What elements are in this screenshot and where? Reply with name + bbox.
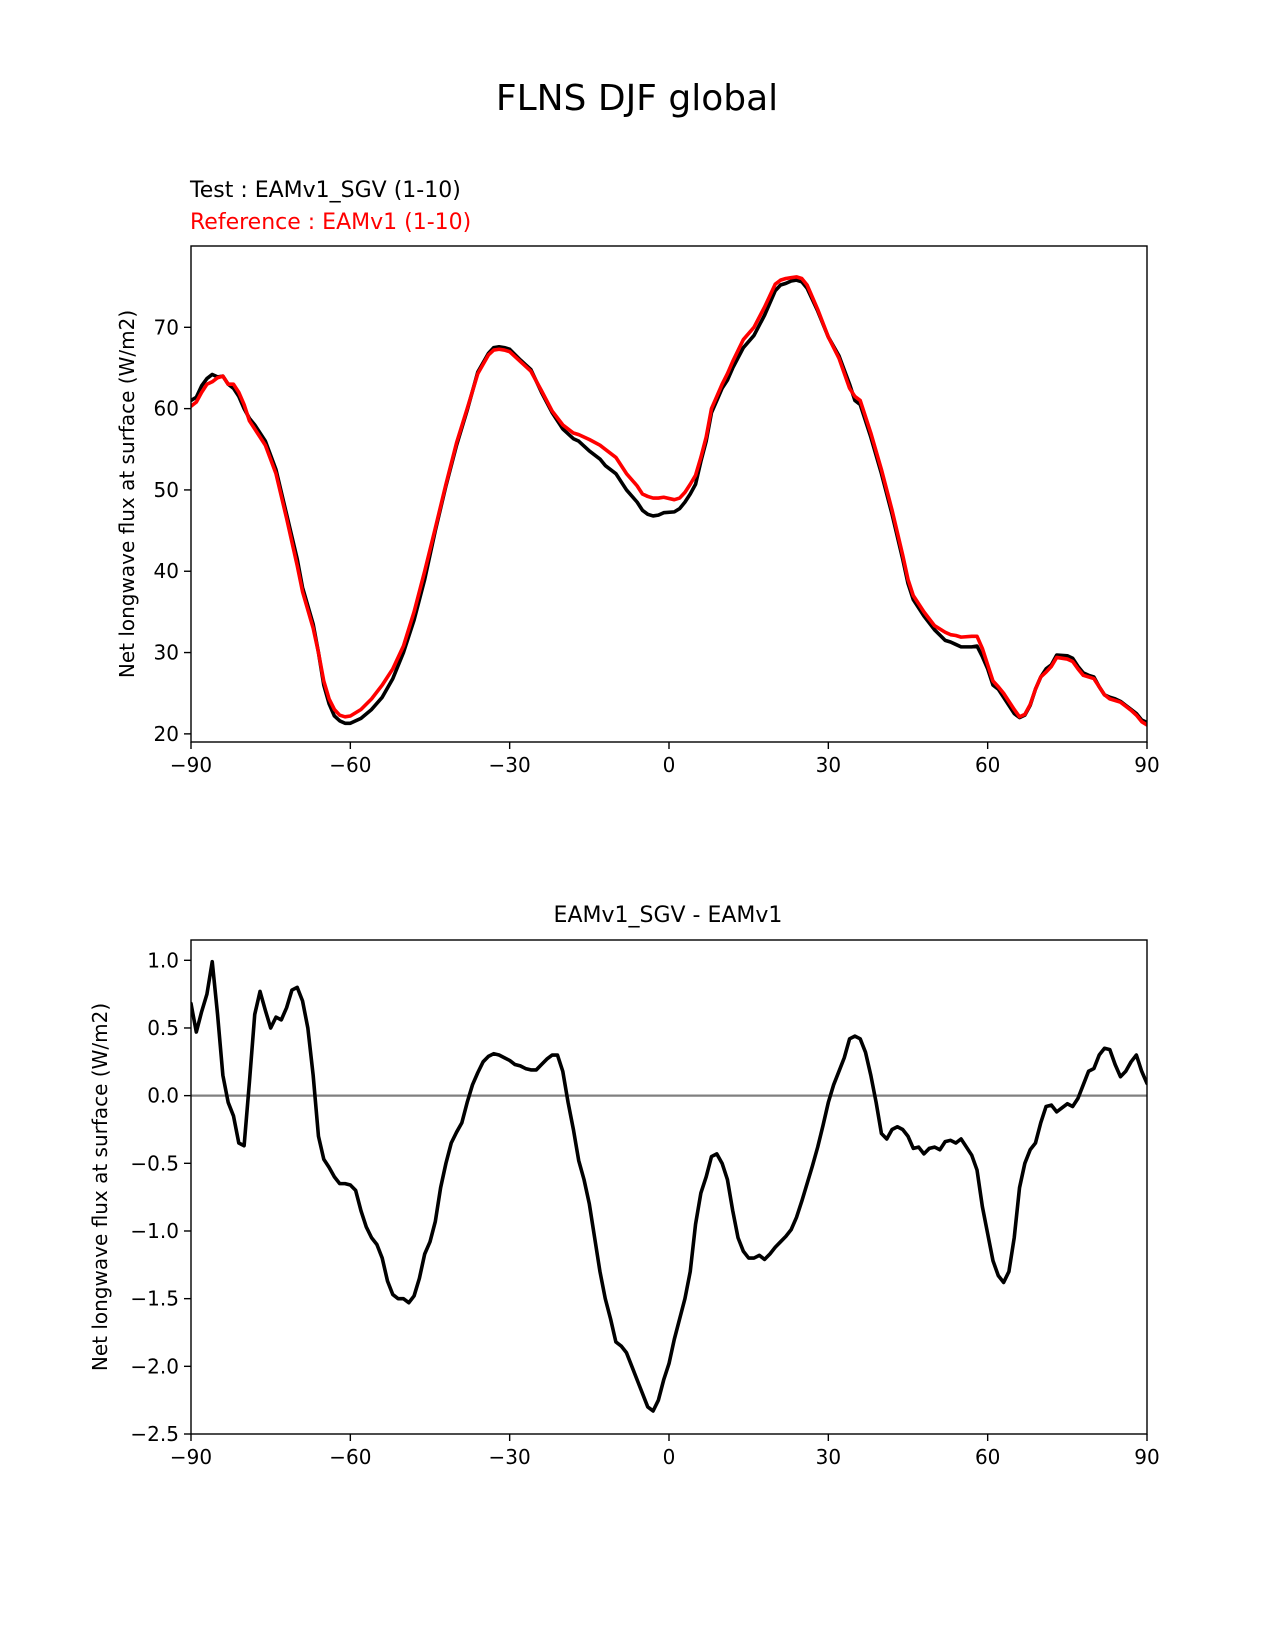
y-tick-label: 70: [154, 315, 179, 339]
x-tick-label: −30: [489, 753, 531, 777]
x-tick-label: 60: [975, 1445, 1000, 1469]
y-axis-label: Net longwave flux at surface (W/m2): [88, 1003, 112, 1371]
x-tick-label: −30: [489, 1445, 531, 1469]
x-tick-label: 60: [975, 753, 1000, 777]
x-tick-label: −90: [170, 1445, 212, 1469]
y-tick-label: 40: [154, 559, 179, 583]
y-tick-label: 1.0: [147, 948, 179, 972]
x-tick-label: 90: [1134, 1445, 1159, 1469]
x-tick-label: −60: [329, 1445, 371, 1469]
series-line-test: [191, 278, 1147, 726]
x-tick-label: 90: [1134, 753, 1159, 777]
y-tick-label: −0.5: [130, 1151, 179, 1175]
test-label: Test : EAMv1_SGV (1-10): [189, 178, 461, 203]
y-tick-label: 30: [154, 641, 179, 665]
y-tick-label: 0.5: [147, 1016, 179, 1040]
x-tick-label: 30: [816, 753, 841, 777]
x-tick-label: −90: [170, 753, 212, 777]
series-line-reference: [191, 275, 1147, 727]
reference-label: Reference : EAMv1 (1-10): [190, 210, 471, 235]
difference-title: EAMv1_SGV - EAMv1: [554, 903, 783, 928]
difference-line-chart: −90 −60 −30 0 30 60 90 −2.5 −2.0 −1.5 −1.0 −0.5 0.0 0…: [88, 939, 1160, 1469]
y-tick-label: −2.5: [130, 1422, 179, 1446]
x-tick-label: −60: [329, 753, 371, 777]
y-tick-label: 20: [154, 722, 179, 746]
y-tick-label: −1.5: [130, 1287, 179, 1311]
y-tick-label: 60: [154, 397, 179, 421]
top-line-chart: −90 −60 −30 0 30 60 90 20 30 40 50 60 70 Net longwave…: [115, 245, 1160, 777]
x-tick-label: 0: [663, 1445, 676, 1469]
x-tick-label: 0: [663, 753, 676, 777]
series-line-test: [191, 959, 1147, 1413]
y-tick-label: −1.0: [130, 1219, 179, 1243]
y-tick-label: 0.0: [147, 1084, 179, 1108]
y-tick-label: −2.0: [130, 1354, 179, 1378]
figure-title: FLNS DJF global: [496, 78, 778, 119]
y-axis-label: Net longwave flux at surface (W/m2): [115, 310, 139, 678]
x-tick-label: 30: [816, 1445, 841, 1469]
plot-frame: [190, 245, 1148, 743]
y-tick-label: 50: [154, 478, 179, 502]
